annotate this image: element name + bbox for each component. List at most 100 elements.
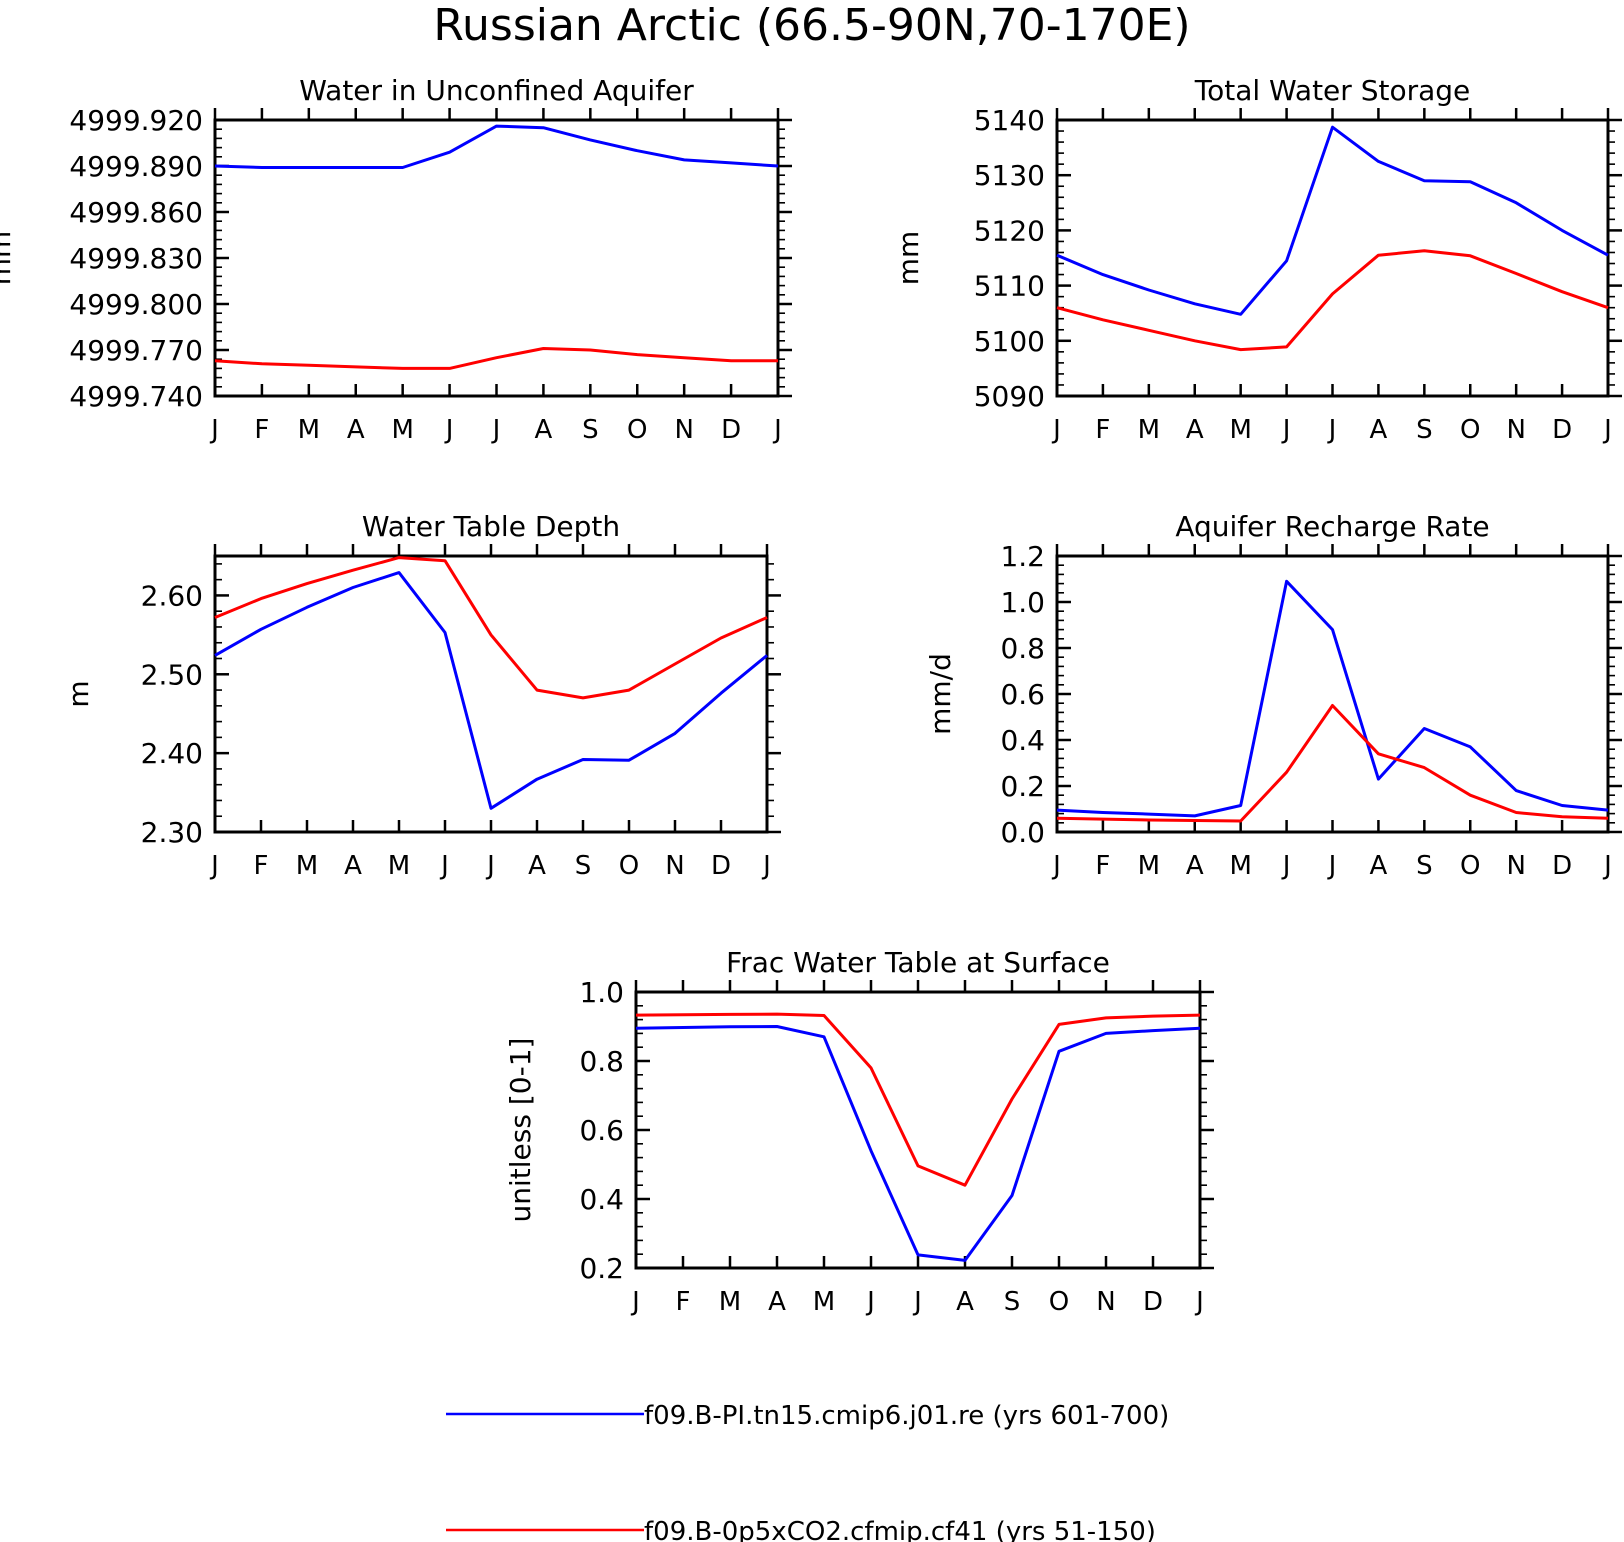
y-tick-label: 0.2 <box>1000 770 1045 803</box>
x-tick-label: F <box>1095 851 1110 881</box>
x-tick-label: M <box>391 415 413 445</box>
y-tick-label: 5130 <box>974 159 1045 192</box>
series-line-2 <box>1056 249 1609 352</box>
x-tick-label: A <box>347 415 365 445</box>
x-tick-label: J <box>1602 851 1612 881</box>
series-line-2 <box>214 556 768 700</box>
y-tick-label: 0.4 <box>579 1183 624 1216</box>
y-tick-label: 0.4 <box>1000 724 1045 757</box>
y-axis-label: mm <box>0 231 17 286</box>
x-tick-label: D <box>1143 1287 1163 1317</box>
series-line-2 <box>1056 704 1609 823</box>
x-tick-label: J <box>439 851 449 881</box>
x-tick-label: F <box>1095 415 1110 445</box>
y-tick-label: 5090 <box>974 380 1045 413</box>
y-tick-label: 0.6 <box>579 1114 624 1147</box>
y-tick-label: 4999.770 <box>69 334 203 367</box>
x-tick-label: D <box>711 851 731 881</box>
x-tick-label: J <box>1051 415 1061 445</box>
x-tick-label: F <box>676 1287 691 1317</box>
x-tick-label: N <box>1506 851 1525 881</box>
x-tick-label: A <box>535 415 553 445</box>
y-tick-label: 4999.800 <box>69 288 203 321</box>
y-axis-label: mm/d <box>924 653 957 735</box>
panel-title: Frac Water Table at Surface <box>726 946 1110 979</box>
x-tick-label: S <box>1416 415 1433 445</box>
x-tick-label: O <box>1460 415 1480 445</box>
x-tick-label: N <box>674 415 693 445</box>
figure-title: Russian Arctic (66.5-90N,70-170E) <box>433 0 1190 51</box>
panel-title: Total Water Storage <box>1194 74 1471 107</box>
x-tick-label: J <box>865 1287 875 1317</box>
y-tick-label: 5120 <box>974 214 1045 247</box>
y-tick-label: 2.40 <box>141 737 203 770</box>
y-tick-label: 4999.920 <box>69 104 203 137</box>
y-tick-label: 0.0 <box>1000 816 1045 849</box>
panel-4: J F M A M J J A S O N D J1.21.00.80.60.40.20.0Aquife… <box>924 510 1622 881</box>
x-tick-label: J <box>1327 415 1337 445</box>
x-tick-label: J <box>1051 851 1061 881</box>
series-line-1 <box>214 571 768 810</box>
x-tick-label: M <box>1138 415 1160 445</box>
x-tick-label: J <box>491 415 501 445</box>
x-tick-label: N <box>1096 1287 1115 1317</box>
x-tick-label: J <box>1281 415 1291 445</box>
x-tick-label: D <box>721 415 741 445</box>
y-tick-label: 2.50 <box>141 658 203 691</box>
panel-title: Aquifer Recharge Rate <box>1175 510 1489 543</box>
x-tick-label: M <box>388 851 410 881</box>
x-tick-label: A <box>956 1287 974 1317</box>
y-tick-label: 1.2 <box>1000 540 1045 573</box>
x-tick-label: A <box>1370 415 1388 445</box>
x-tick-label: J <box>209 415 219 445</box>
x-tick-label: J <box>444 415 454 445</box>
panel-title: Water Table Depth <box>362 510 620 543</box>
series-line-1 <box>1056 579 1609 818</box>
x-tick-label: S <box>575 851 592 881</box>
series-line-2 <box>635 1012 1201 1187</box>
y-tick-label: 0.2 <box>579 1252 624 1285</box>
x-tick-label: J <box>761 851 771 881</box>
panel-title: Water in Unconfined Aquifer <box>299 74 694 107</box>
x-tick-label: O <box>1460 851 1480 881</box>
x-tick-label: M <box>298 415 320 445</box>
x-tick-label: A <box>1186 851 1204 881</box>
panel-1: J F M A M J J A S O N D J4999.9204999.8904999.860499… <box>0 74 792 445</box>
y-tick-label: 0.6 <box>1000 678 1045 711</box>
x-tick-label: J <box>772 415 782 445</box>
x-tick-label: D <box>1552 851 1572 881</box>
x-tick-label: A <box>344 851 362 881</box>
series-line-1 <box>635 1025 1201 1262</box>
y-tick-label: 2.60 <box>141 579 203 612</box>
y-axis-label: unitless [0-1] <box>504 1038 537 1223</box>
x-tick-label: J <box>630 1287 640 1317</box>
y-tick-label: 4999.830 <box>69 242 203 275</box>
series-line-1 <box>214 124 779 169</box>
y-tick-label: 2.30 <box>141 816 203 849</box>
x-tick-label: A <box>768 1287 786 1317</box>
legend-label-1: f09.B-PI.tn15.cmip6.j01.re (yrs 601-700) <box>644 1401 1169 1431</box>
x-tick-label: J <box>1602 415 1612 445</box>
series-line-1 <box>1056 125 1609 316</box>
y-tick-label: 1.0 <box>1000 586 1045 619</box>
x-tick-label: M <box>1229 415 1251 445</box>
x-tick-label: N <box>1506 415 1525 445</box>
panel-2: J F M A M J J A S O N D J514051305120511051005090Tot… <box>892 74 1622 445</box>
y-axis-label: m <box>62 680 95 707</box>
x-tick-label: M <box>296 851 318 881</box>
x-tick-label: F <box>254 415 269 445</box>
y-tick-label: 5100 <box>974 325 1045 358</box>
x-tick-label: O <box>619 851 639 881</box>
y-tick-label: 5110 <box>974 270 1045 303</box>
x-tick-label: A <box>1370 851 1388 881</box>
y-tick-label: 0.8 <box>1000 632 1045 665</box>
x-tick-label: J <box>1281 851 1291 881</box>
x-tick-label: M <box>1138 851 1160 881</box>
x-tick-label: N <box>665 851 684 881</box>
x-tick-label: M <box>813 1287 835 1317</box>
x-tick-label: M <box>719 1287 741 1317</box>
panels: J F M A M J J A S O N D J4999.9204999.8904999.860499… <box>0 74 1622 1317</box>
